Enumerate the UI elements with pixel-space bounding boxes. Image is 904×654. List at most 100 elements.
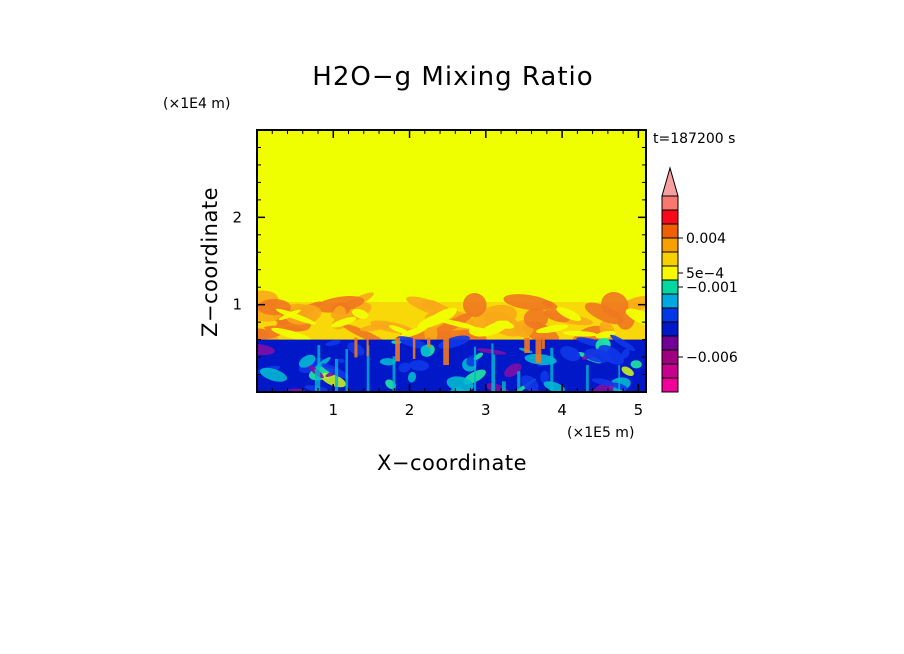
y-axis-title: Z−coordinate [198,187,222,337]
colorbar-segment-13 [661,195,679,211]
lower-swirl [409,360,429,371]
lower-swirl [591,378,614,386]
colorbar-segment-3 [661,335,679,351]
transition-tongue [562,330,598,337]
lower-swirl [396,336,428,349]
lower-layer [257,334,646,392]
transition-plume [584,302,624,325]
lower-plume [392,356,396,392]
colorbar-segment-12 [661,209,679,225]
transition-plume [359,323,392,332]
lower-swirl [407,371,417,383]
lower-swirl [325,340,341,347]
lower-plume [618,365,621,392]
lower-plume [345,348,348,392]
time-label: t=187200 s [653,131,735,147]
lower-intrusion [412,337,416,359]
lower-intrusion [366,337,369,357]
transition-tongue [352,308,369,319]
transition-tongue [271,327,312,341]
transition-plume [257,329,283,341]
lower-swirl [379,358,396,366]
upper-layer [257,130,646,305]
lower-swirl [543,381,565,392]
lower-plume [317,345,321,392]
lower-plume [334,358,339,392]
lower-swirl [630,360,642,369]
transition-tongue [331,316,357,328]
lower-swirl [298,354,316,368]
y-tick-label-1: 2 [232,208,242,226]
x-tick-label-4: 5 [634,401,644,419]
colorbar-segment-1 [661,363,679,379]
colorbar-segment-11 [661,223,679,239]
y-tick-label-0: 1 [232,296,242,314]
transition-tongue [439,319,477,329]
transition-tongue [388,325,410,335]
lower-swirl [540,370,549,384]
colorbar-segment-4 [661,321,679,337]
lower-plume [474,346,477,392]
transition-tongue [399,326,428,338]
transition-tongue [625,308,646,327]
x-tick-label-2: 3 [481,401,491,419]
colorbar-segment-8 [661,265,679,281]
lower-swirl [259,367,287,382]
transition-tongue [535,324,569,334]
lower-intrusion [395,337,400,362]
y-axis: 12 [232,146,646,376]
colorbar-segment-6 [661,293,679,309]
colorbar-segment-5 [661,307,679,323]
x-axis-title: X−coordinate [377,451,527,475]
lower-plume [501,381,506,392]
colorbar-label-2: −0.001 [686,280,738,296]
colorbar-label-0: 0.004 [686,231,726,247]
transition-plume [426,312,474,340]
lower-swirl [420,345,431,357]
colorbar-segment-7 [661,279,679,295]
lower-swirl [398,362,411,373]
lower-swirl [257,343,275,356]
transition-plume [503,294,553,311]
lower-intrusion [427,337,431,348]
lower-swirl [621,366,634,377]
lower-plume [517,371,521,392]
transition-plume [523,308,549,329]
lower-swirl [521,375,539,392]
transition-tongue [468,327,488,337]
x-tick-label-3: 4 [557,401,567,419]
lower-swirl [598,344,625,365]
transition-tongue [556,307,582,321]
transition-plume [462,292,487,318]
lower-plume [492,354,496,392]
lower-plume [586,364,589,392]
colorbar-label-3: −0.006 [686,350,738,366]
x-scale-label: (×1E5 m) [567,425,634,441]
y-scale-label: (×1E4 m) [163,96,230,112]
lower-swirl [610,334,636,351]
lower-swirl [446,376,474,392]
lower-plume [314,368,318,392]
transition-tongue [275,308,317,325]
transition-plume [314,295,365,313]
lower-intrusion [354,337,358,358]
transition-plume [332,305,347,322]
lower-swirl [338,358,345,363]
lower-swirl [560,346,581,362]
transition-plume [285,304,322,325]
lower-plume [366,345,370,392]
colorbar-segment-10 [661,237,679,253]
x-axis: 1 2 3 4 5 [271,130,644,419]
colorbar-arrow [661,166,679,197]
lower-intrusion [443,337,449,366]
lower-swirl [621,348,630,359]
transition-tongue [417,309,457,329]
colorbar-segment-9 [661,251,679,267]
lower-intrusion [524,337,530,353]
plot-frame [256,129,647,393]
lower-intrusion [541,337,545,349]
plot-area [257,130,646,392]
x-tick-label-1: 2 [405,401,415,419]
lower-plume [550,347,554,392]
